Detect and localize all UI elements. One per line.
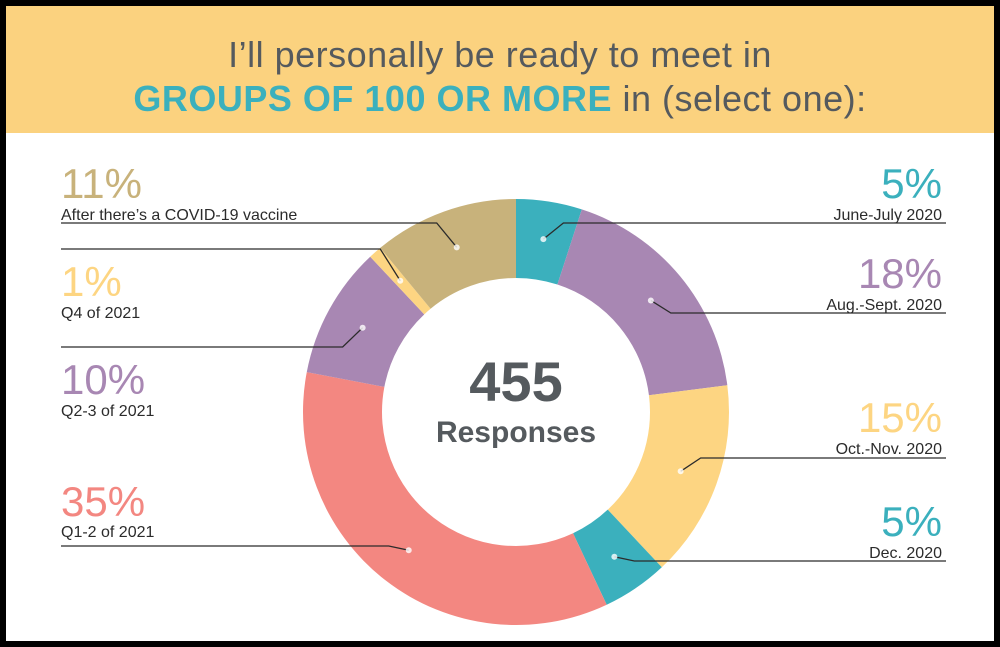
category-label-q4-of-2021: Q4 of 2021 (61, 305, 140, 322)
percent-label-dec-2020: 5% (881, 498, 942, 545)
leader-line-june-july-2020 (542, 222, 946, 240)
percent-label-q1-2-of-2021: 35% (61, 478, 145, 525)
percent-label-oct-nov-2020: 15% (858, 394, 942, 441)
center-response-count: 455 (469, 350, 562, 413)
percent-label-q4-of-2021: 1% (61, 258, 122, 305)
leader-line-oct-nov-2020 (680, 457, 946, 472)
slice-q1-2-of-2021 (303, 372, 607, 625)
slice-after-there-s-a-covid-19-vaccine (380, 199, 516, 309)
leader-line-after-there-s-a-covid-19-vaccine (61, 222, 458, 248)
percent-label-q2-3-of-2021: 10% (61, 356, 145, 403)
category-label-q2-3-of-2021: Q2-3 of 2021 (61, 403, 155, 420)
slice-june-july-2020 (516, 199, 582, 285)
leader-lines-group (61, 222, 946, 562)
leader-line-dec-2020 (614, 556, 946, 562)
title-rest: in (select one): (611, 78, 867, 119)
category-label-dec-2020: Dec. 2020 (869, 545, 942, 562)
leader-line-aug-sept-2020 (650, 299, 946, 314)
slices-group (303, 199, 729, 625)
title-banner: I’ll personally be ready to meet in GROU… (6, 6, 994, 133)
leader-line-q2-3-of-2021 (61, 327, 364, 348)
leader-dot-aug-sept-2020 (647, 297, 654, 304)
percent-label-after-there-s-a-covid-19-vaccine: 11% (61, 160, 142, 207)
category-label-after-there-s-a-covid-19-vaccine: After there’s a COVID-19 vaccine (61, 207, 297, 224)
percent-label-june-july-2020: 5% (881, 160, 942, 207)
leader-line-q1-2-of-2021 (61, 545, 409, 551)
percent-label-aug-sept-2020: 18% (858, 250, 942, 297)
leader-dot-q4-of-2021 (397, 277, 404, 284)
leader-dot-june-july-2020 (540, 236, 547, 243)
category-label-oct-nov-2020: Oct.-Nov. 2020 (836, 441, 943, 458)
infographic-frame: I’ll personally be ready to meet in GROU… (6, 6, 994, 641)
category-label-june-july-2020: June-July 2020 (833, 207, 942, 224)
category-label-aug-sept-2020: Aug.-Sept. 2020 (826, 297, 942, 314)
leader-dot-oct-nov-2020 (677, 468, 684, 475)
title-line-2: GROUPS OF 100 OR MORE in (select one): (6, 78, 994, 120)
slice-q2-3-of-2021 (306, 256, 425, 387)
leader-dot-dec-2020 (611, 553, 618, 560)
category-label-q1-2-of-2021: Q1-2 of 2021 (61, 524, 155, 541)
slice-oct-nov-2020 (607, 385, 729, 568)
leader-dot-q2-3-of-2021 (359, 324, 366, 331)
slice-aug-sept-2020 (557, 209, 728, 396)
leader-dot-after-there-s-a-covid-19-vaccine (453, 244, 460, 251)
center-response-label: Responses (436, 416, 596, 449)
leader-dot-q1-2-of-2021 (405, 547, 412, 554)
leader-line-q4-of-2021 (61, 248, 401, 282)
title-highlight: GROUPS OF 100 OR MORE (133, 78, 612, 119)
title-line-1: I’ll personally be ready to meet in (228, 34, 772, 75)
